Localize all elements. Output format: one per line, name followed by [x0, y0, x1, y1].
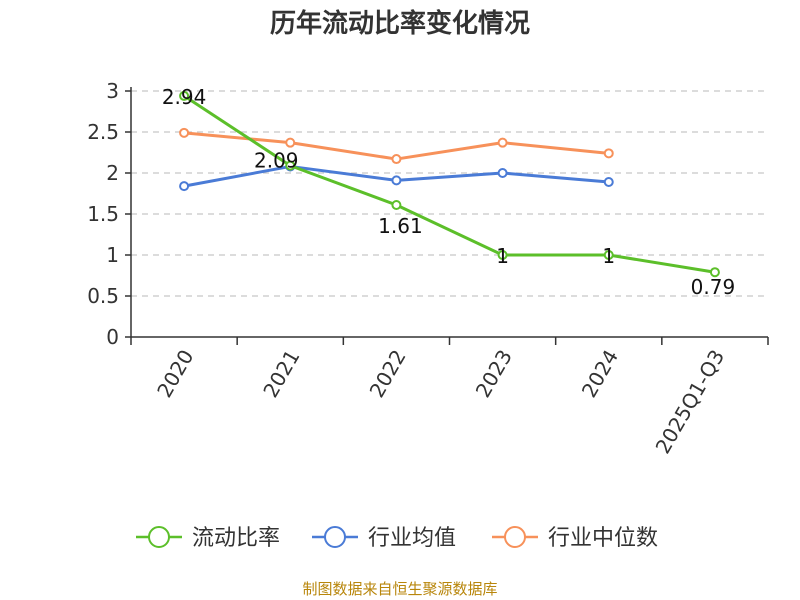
data-point: [603, 177, 614, 188]
data-label: 1: [496, 244, 509, 268]
data-label: 1: [602, 244, 615, 268]
data-point: [285, 160, 296, 171]
data-point: [285, 137, 296, 148]
y-tick-label: 2.5: [87, 120, 119, 144]
data-point: [497, 250, 508, 260]
legend-label: 流动比率: [192, 526, 280, 551]
x-tick-label: 2023: [471, 346, 517, 402]
data-label: 2.09: [254, 149, 299, 173]
legend-marker-icon: [324, 526, 346, 548]
axes: 0 0.5 1 1.5 2 2.5 3 2020 2021 2022 2023 2024 2025Q1-…: [87, 79, 769, 458]
legend-marker-icon: [504, 526, 526, 548]
y-tick-label: 3: [106, 79, 119, 103]
legend-label: 行业均值: [368, 526, 456, 551]
x-tick-label: 2021: [258, 346, 304, 402]
grid-lines: [131, 90, 768, 297]
source-note: 制图数据来自恒生聚源数据库: [302, 580, 497, 598]
data-label: 0.79: [691, 275, 736, 299]
data-point: [179, 127, 190, 138]
data-point: [391, 154, 402, 165]
data-labels: 2.94 2.09 1.61 1 1 0.79: [162, 85, 735, 299]
legend-marker-icon: [148, 526, 170, 548]
x-tick-label: 2024: [577, 346, 623, 402]
data-point: [179, 90, 190, 101]
legend-item[interactable]: 行业均值: [312, 526, 456, 551]
data-point: [603, 148, 614, 159]
data-point: [709, 267, 720, 278]
data-point: [391, 175, 402, 186]
legend-label: 行业中位数: [548, 526, 658, 551]
data-point: [497, 137, 508, 148]
y-tick-label: 1: [106, 243, 119, 267]
y-tick-label: 1.5: [87, 202, 119, 226]
data-label: 2.94: [162, 85, 207, 109]
legend[interactable]: 流动比率 行业均值 行业中位数: [136, 526, 658, 551]
data-point: [391, 199, 402, 210]
data-label: 1.61: [378, 214, 423, 238]
x-tick-label: 2020: [152, 346, 198, 402]
series-line: [183, 94, 716, 274]
data-point: [179, 181, 190, 192]
legend-item[interactable]: 流动比率: [136, 526, 280, 551]
data-point: [603, 250, 614, 260]
x-tick-label: 2022: [365, 346, 411, 402]
x-tick-label: 2025Q1-Q3: [651, 346, 730, 458]
series-lines: [179, 90, 720, 278]
chart-title: 历年流动比率变化情况: [270, 8, 530, 39]
y-tick-label: 0: [106, 325, 119, 349]
data-point: [497, 168, 508, 178]
y-tick-label: 0.5: [87, 284, 119, 308]
legend-item[interactable]: 行业中位数: [492, 526, 658, 551]
y-tick-label: 2: [106, 161, 119, 185]
